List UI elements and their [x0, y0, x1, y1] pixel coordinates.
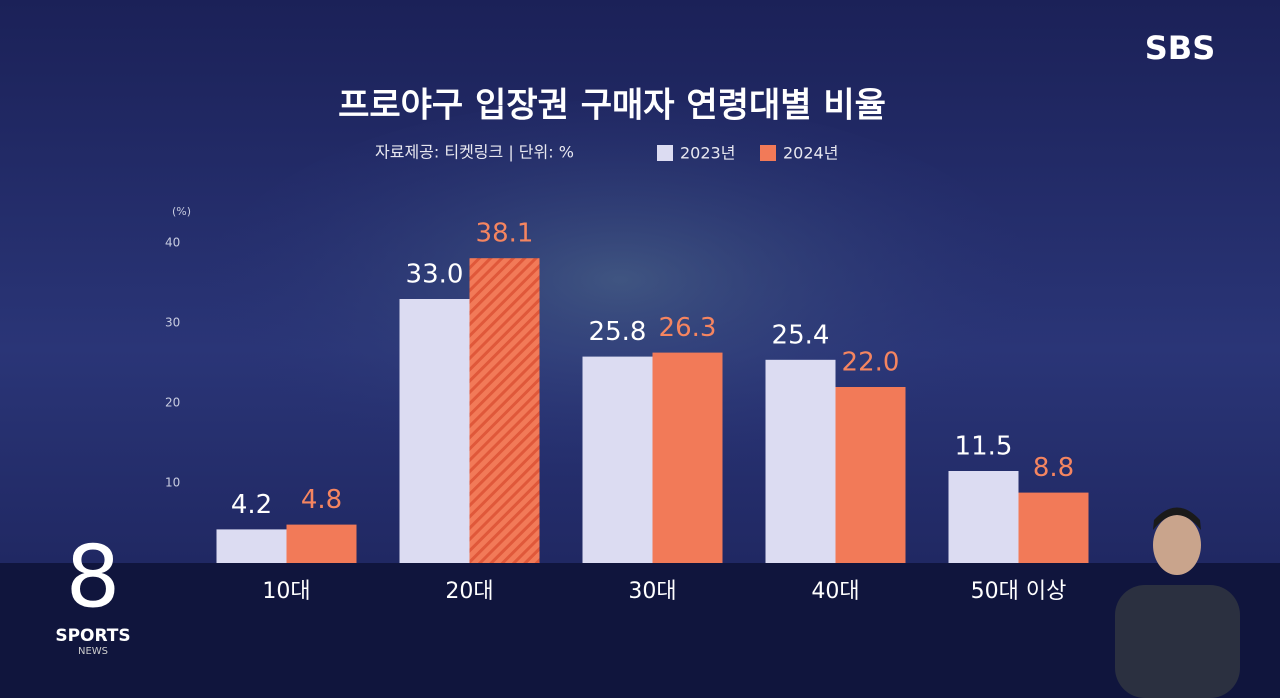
- value-label: 8.8: [1033, 453, 1074, 483]
- bar: [469, 258, 540, 563]
- bar: [652, 352, 723, 563]
- bar: [286, 524, 357, 563]
- value-label: 4.8: [301, 485, 342, 515]
- x-tick-label: 10대: [262, 579, 310, 604]
- program-name: SPORTS: [55, 626, 130, 646]
- value-label: 25.8: [589, 317, 647, 347]
- sign-interpreter: [1115, 507, 1240, 698]
- x-tick-label: 20대: [445, 579, 493, 604]
- legend-label: 2024년: [783, 144, 838, 163]
- value-label: 33.0: [406, 260, 464, 290]
- value-label: 11.5: [955, 432, 1013, 462]
- bar: [1018, 492, 1089, 563]
- bar: [835, 387, 906, 563]
- chart-title: 프로야구 입장권 구매자 연령대별 비율: [338, 86, 886, 126]
- value-label: 22.0: [842, 348, 900, 378]
- x-tick-label: 50대 이상: [971, 579, 1067, 604]
- x-tick-label: 30대: [628, 579, 676, 604]
- value-label: 4.2: [231, 490, 272, 520]
- value-label: 25.4: [772, 320, 830, 350]
- channel-logo: SBS: [1145, 29, 1215, 67]
- program-mark: 8: [66, 527, 121, 627]
- bar: [216, 529, 287, 563]
- value-label: 26.3: [659, 313, 717, 343]
- legend-swatch: [760, 145, 776, 161]
- value-label: 38.1: [476, 219, 534, 249]
- y-tick-label: 10: [165, 476, 180, 490]
- bottom-band: [0, 563, 1280, 698]
- bar: [948, 471, 1019, 563]
- bar: [399, 299, 470, 563]
- chart-subtitle: 자료제공: 티켓링크 | 단위: %: [375, 143, 574, 162]
- y-tick-label: 30: [165, 316, 180, 330]
- program-sub: NEWS: [78, 646, 108, 657]
- y-tick-label: 20: [165, 396, 180, 410]
- bar: [765, 359, 836, 563]
- bar: [582, 356, 653, 563]
- legend-swatch: [657, 145, 673, 161]
- x-tick-label: 40대: [811, 579, 859, 604]
- y-tick-label: 40: [165, 236, 180, 250]
- legend-label: 2023년: [680, 144, 735, 163]
- y-axis-label: (%): [172, 205, 191, 218]
